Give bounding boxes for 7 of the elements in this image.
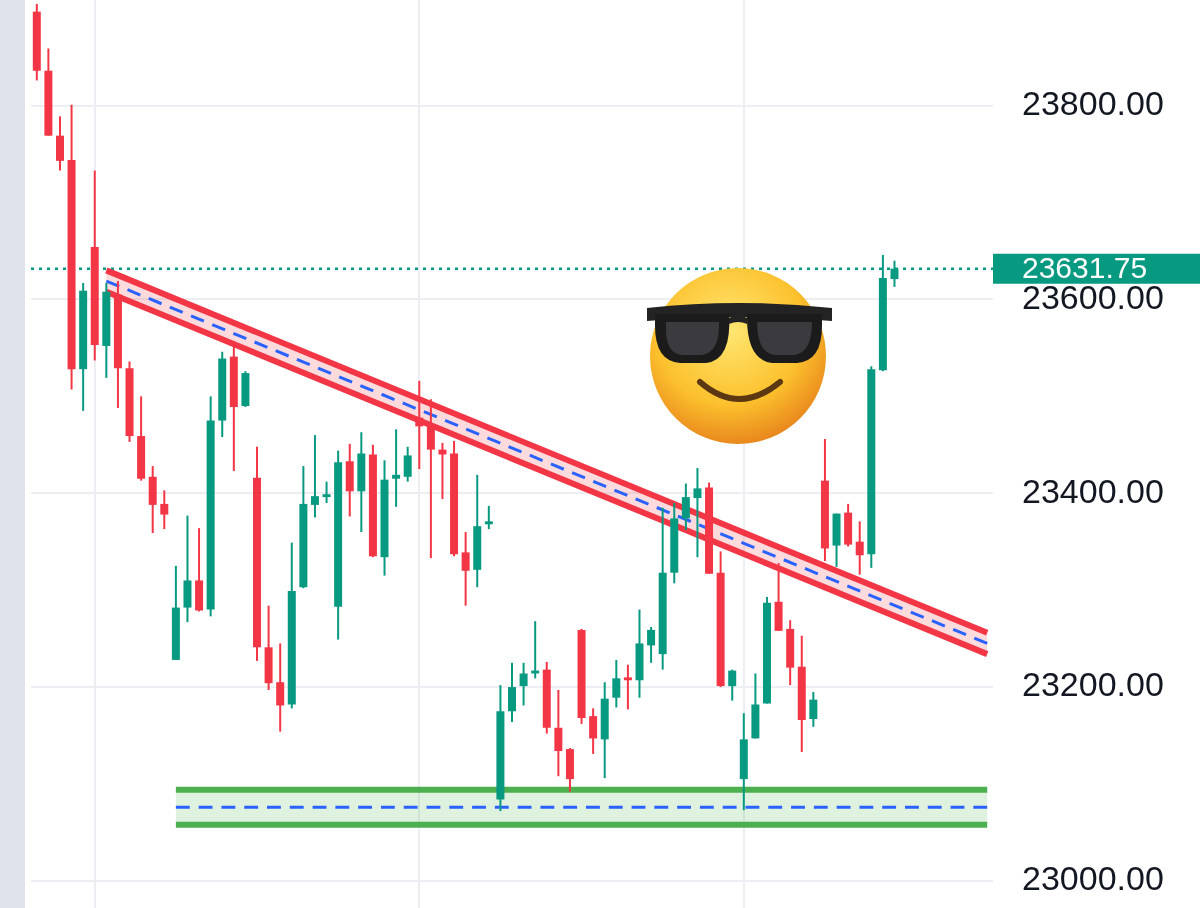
candlestick bbox=[392, 429, 401, 507]
candlestick bbox=[623, 664, 632, 710]
candlestick bbox=[415, 380, 424, 470]
y-tick-label: 23200.00 bbox=[1022, 665, 1164, 704]
y-tick-label: 23800.00 bbox=[1022, 84, 1164, 122]
y-tick-label: 23400.00 bbox=[1022, 471, 1164, 510]
y-tick-label: 23000.00 bbox=[1022, 859, 1164, 898]
